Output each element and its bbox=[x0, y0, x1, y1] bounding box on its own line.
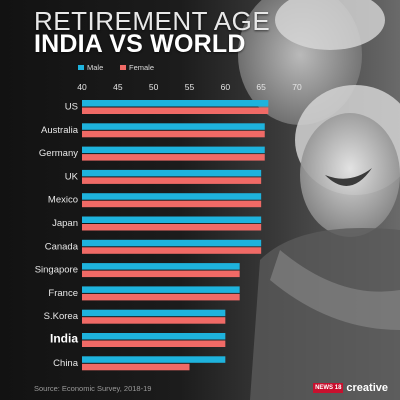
y-axis-labels: US Australia Germany UK Mexico Japan Canada Sin… bbox=[35, 102, 79, 369]
bar-male-china bbox=[82, 356, 226, 363]
bar-male-uk bbox=[82, 169, 262, 177]
bar-male-france bbox=[82, 286, 240, 293]
bar-male-singapore bbox=[82, 263, 240, 270]
bar-female-mexico bbox=[82, 200, 262, 208]
bar-male-japan bbox=[82, 216, 262, 223]
bar-female-singapore bbox=[82, 270, 240, 278]
bar-female-japan bbox=[82, 224, 262, 231]
bar-female-france bbox=[82, 293, 240, 301]
chart-title-line-1: RETIREMENT AGE bbox=[34, 6, 271, 36]
bar-male-australia bbox=[82, 123, 265, 130]
source-note: Source: Economic Survey, 2018-19 bbox=[34, 384, 152, 393]
woman-smile-shape bbox=[325, 168, 372, 186]
man-hair-shape bbox=[275, 0, 385, 50]
x-tick-label: 50 bbox=[149, 82, 159, 92]
legend-swatch-male bbox=[78, 65, 84, 70]
category-label: US bbox=[65, 102, 78, 113]
bar-male-india bbox=[82, 333, 226, 340]
bar-female-india bbox=[82, 340, 226, 347]
x-tick-label: 60 bbox=[221, 82, 231, 92]
bar-male-canada bbox=[82, 239, 262, 247]
category-label: India bbox=[50, 332, 78, 346]
category-label: Singapore bbox=[35, 265, 78, 276]
x-axis: 40 45 50 55 60 65 70 bbox=[77, 82, 302, 92]
woman-face-shape bbox=[300, 113, 400, 237]
x-tick-label: 45 bbox=[113, 82, 123, 92]
category-label: UK bbox=[65, 171, 79, 182]
bar-female-us bbox=[82, 107, 269, 114]
arm-shape bbox=[270, 250, 400, 330]
x-tick-label: 40 bbox=[77, 82, 87, 92]
legend: Male Female bbox=[78, 63, 154, 72]
category-label: Australia bbox=[41, 125, 79, 136]
legend-label-male: Male bbox=[87, 63, 103, 72]
legend-swatch-female bbox=[120, 65, 126, 70]
category-label: Canada bbox=[45, 241, 79, 252]
category-label: S.Korea bbox=[44, 311, 79, 322]
bar-female-australia bbox=[82, 130, 265, 138]
bar-female-uk bbox=[82, 177, 262, 184]
brand-text: creative bbox=[346, 382, 388, 394]
category-label: France bbox=[48, 288, 78, 299]
legend-label-female: Female bbox=[129, 63, 154, 72]
bar-male-skorea bbox=[82, 309, 226, 317]
bar-female-china bbox=[82, 363, 190, 371]
category-label: Mexico bbox=[48, 195, 78, 206]
bar-female-canada bbox=[82, 247, 262, 254]
category-label: China bbox=[53, 358, 79, 369]
brand-box: NEWS 18 bbox=[313, 383, 344, 393]
bar-male-germany bbox=[82, 146, 265, 154]
x-tick-label: 65 bbox=[256, 82, 266, 92]
bars-group bbox=[82, 100, 269, 371]
chart-title-line-2: INDIA VS WORLD bbox=[34, 30, 246, 58]
category-label: Japan bbox=[52, 218, 78, 229]
bar-female-skorea bbox=[82, 317, 226, 324]
bar-female-germany bbox=[82, 154, 265, 161]
bar-male-mexico bbox=[82, 193, 262, 200]
bar-male-us bbox=[82, 100, 269, 107]
x-tick-label: 55 bbox=[185, 82, 195, 92]
brand-logo: NEWS 18 creative bbox=[313, 382, 388, 394]
x-tick-label: 70 bbox=[292, 82, 302, 92]
category-label: Germany bbox=[39, 148, 78, 159]
